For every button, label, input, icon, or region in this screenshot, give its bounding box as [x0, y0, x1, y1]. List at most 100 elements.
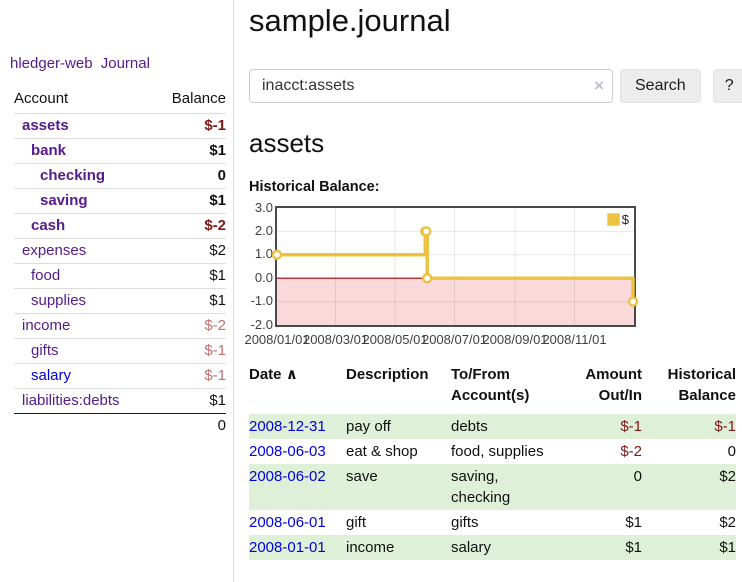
account-row: salary $-1	[14, 363, 226, 389]
data-point-marker	[271, 249, 283, 260]
search-button[interactable]: Search	[620, 68, 701, 103]
register-header-accounts: To/From Account(s)	[451, 365, 530, 404]
data-point-marker	[421, 225, 432, 237]
account-row: gifts $-1	[14, 338, 226, 364]
search-bar: × Search ?	[249, 68, 742, 103]
transaction-amount: $-2	[620, 442, 642, 460]
account-row: bank $1	[14, 138, 226, 164]
accounts-total-row: 0	[14, 413, 226, 439]
transaction-date-link[interactable]: 2008-06-01	[249, 513, 326, 531]
account-row: liabilities:debts $1	[14, 388, 226, 414]
register-header-date[interactable]: Date ∧	[249, 364, 346, 414]
accounts-header-row: Account Balance	[14, 87, 226, 114]
brand-link[interactable]: hledger-web	[10, 55, 93, 72]
transaction-amount: $-1	[620, 417, 642, 435]
y-tick-label: 0.0	[254, 269, 273, 285]
help-button[interactable]: ?	[712, 68, 742, 103]
transaction-accounts: debts	[451, 417, 488, 435]
account-link[interactable]: gifts	[31, 342, 59, 359]
account-balance: $-2	[204, 317, 226, 334]
transaction-description: eat & shop	[346, 442, 418, 460]
account-balance: $1	[209, 392, 226, 409]
y-tick-label: 1.0	[254, 246, 273, 262]
sort-ascending-icon: ∧	[285, 365, 298, 383]
transaction-balance: $2	[719, 467, 736, 485]
transaction-accounts: salary	[451, 538, 492, 556]
account-link[interactable]: assets	[22, 117, 69, 134]
account-row: assets $-1	[14, 113, 226, 139]
transaction-balance: $2	[719, 513, 736, 531]
account-row: saving $1	[14, 188, 226, 214]
search-input[interactable]	[249, 68, 613, 103]
y-tick-label: 3.0	[254, 199, 273, 215]
chart-plot-area: $	[271, 205, 639, 327]
transaction-date-link[interactable]: 2008-12-31	[249, 417, 326, 435]
transaction-description: pay off	[346, 417, 391, 435]
account-balance: $2	[209, 242, 226, 259]
transaction-description: save	[346, 467, 378, 485]
account-link[interactable]: bank	[31, 142, 67, 159]
transaction-amount: 0	[633, 467, 642, 485]
sidebar: hledger-web Journal Account Balance asse…	[0, 0, 234, 582]
transaction-date-link[interactable]: 2008-01-01	[249, 538, 326, 556]
register-header-amount: Amount Out/In	[585, 365, 642, 404]
account-link[interactable]: supplies	[31, 292, 87, 309]
sidebar-item-journal[interactable]: Journal	[100, 55, 150, 72]
y-tick-label: 2.0	[254, 223, 273, 239]
account-link[interactable]: cash	[31, 217, 66, 234]
register-header-description: Description	[346, 365, 429, 383]
account-heading: assets	[249, 127, 325, 158]
date-header-label: Date	[249, 365, 282, 383]
account-row: checking 0	[14, 163, 226, 189]
account-balance: $1	[209, 267, 226, 284]
negative-region	[277, 277, 634, 325]
main-content: sample.journal × Search ? assets Histori…	[234, 0, 742, 582]
transaction-description: gift	[346, 513, 367, 531]
account-link[interactable]: salary	[31, 367, 72, 384]
transaction-description: income	[346, 538, 395, 556]
legend-label: $	[621, 211, 629, 227]
account-link[interactable]: checking	[40, 167, 106, 184]
clear-search-icon[interactable]: ×	[594, 75, 604, 95]
transaction-row: 2008-06-01 gift gifts $1 $2	[249, 510, 736, 535]
account-balance: $1	[209, 142, 226, 159]
accounts-total-value: 0	[217, 417, 226, 434]
account-link[interactable]: expenses	[22, 242, 87, 259]
accounts-total-spacer	[14, 414, 154, 439]
account-link[interactable]: income	[22, 317, 71, 334]
account-balance: $-2	[204, 217, 226, 234]
account-balance: 0	[217, 167, 226, 184]
account-balance: $-1	[204, 367, 226, 384]
account-link[interactable]: food	[31, 267, 61, 284]
accounts-header-balance: Balance	[171, 90, 226, 107]
account-row: supplies $1	[14, 288, 226, 314]
account-balance: $-1	[204, 117, 226, 134]
data-point-marker	[422, 272, 433, 284]
account-link[interactable]: saving	[40, 192, 88, 209]
data-point-marker	[627, 296, 639, 307]
transaction-amount: $1	[625, 538, 642, 556]
transaction-date-link[interactable]: 2008-06-03	[249, 442, 326, 460]
x-tick-label: 2008/09/01	[482, 331, 548, 347]
transaction-row: 2008-12-31 pay off debts $-1 $-1	[249, 413, 736, 439]
register-header-row: Date ∧ Description To/From Account(s) Am…	[249, 364, 736, 414]
account-link[interactable]: liabilities:debts	[22, 392, 120, 409]
transaction-accounts: food, supplies	[451, 442, 544, 460]
transaction-date-link[interactable]: 2008-06-02	[249, 467, 326, 485]
chart-legend: $	[605, 211, 630, 227]
account-row: food $1	[14, 263, 226, 289]
account-row: cash $-2	[14, 213, 226, 239]
account-row: income $-2	[14, 313, 226, 339]
transaction-balance: 0	[727, 442, 736, 460]
page-title: sample.journal	[249, 3, 451, 38]
search-field-wrap: ×	[249, 68, 613, 103]
x-tick-label: 2008/01/01	[244, 331, 310, 347]
x-tick-label: 2008/03/01	[302, 331, 369, 347]
transaction-row: 2008-06-03 eat & shop food, supplies $-2 0	[249, 439, 736, 464]
x-tick-label: 2008/07/01	[421, 331, 488, 347]
register-table: Date ∧ Description To/From Account(s) Am…	[249, 364, 736, 560]
transaction-accounts: saving, checking	[451, 467, 511, 506]
account-row: expenses $2	[14, 238, 226, 264]
transaction-balance: $-1	[714, 417, 736, 435]
